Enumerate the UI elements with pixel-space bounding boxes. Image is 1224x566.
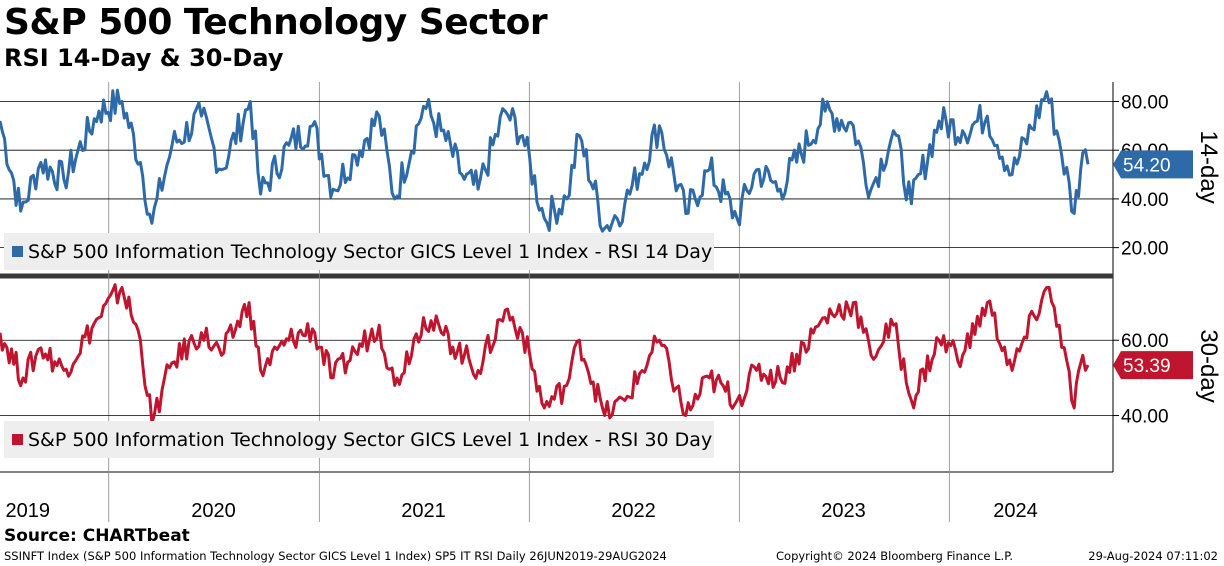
- legend-label: S&P 500 Information Technology Sector GI…: [28, 241, 712, 263]
- legend-label: S&P 500 Information Technology Sector GI…: [28, 429, 712, 451]
- x-tick-label: 2019: [6, 500, 51, 522]
- last-value-badge: [1113, 351, 1193, 380]
- x-tick-label: 2023: [821, 500, 866, 522]
- last-value-label: 53.39: [1123, 356, 1171, 377]
- rsi-30-day-line: [0, 283, 1090, 425]
- axis-title: 14-day: [1195, 130, 1222, 203]
- legend-box: [4, 233, 714, 270]
- rsi-chart: 20.00 40.00 60.00 80.00 54.20 14-day S&P 500 I…: [0, 82, 1222, 522]
- footer-copyright: Copyright© 2024 Bloomberg Finance L.P.: [776, 549, 1013, 563]
- x-tick-label: 2022: [611, 500, 656, 522]
- y-tick-label: 20.00: [1121, 239, 1169, 260]
- x-tick-label: 2020: [191, 500, 236, 522]
- footer-description: SSINFT Index (S&P 500 Information Techno…: [4, 549, 667, 563]
- footer-timestamp: 29-Aug-2024 07:11:02: [1088, 549, 1218, 563]
- source-label: Source: CHARTbeat: [4, 526, 190, 546]
- x-tick-label: 2024: [993, 500, 1038, 522]
- last-value-label: 54.20: [1123, 155, 1171, 176]
- y-tick-label: 60.00: [1121, 331, 1169, 352]
- y-tick-label: 40.00: [1121, 407, 1169, 428]
- legend-box: [4, 421, 714, 458]
- axis-title: 30-day: [1195, 329, 1222, 402]
- chart-subtitle: RSI 14-Day & 30-Day: [4, 44, 284, 72]
- legend-swatch: [12, 246, 23, 257]
- x-tick-label: 2021: [401, 500, 446, 522]
- last-value-badge: [1113, 150, 1193, 179]
- y-tick-label: 80.00: [1121, 92, 1169, 113]
- rsi-14-day-line: [0, 88, 1090, 233]
- legend-swatch: [12, 434, 23, 445]
- y-tick-label: 40.00: [1121, 190, 1169, 211]
- chart-title: S&P 500 Technology Sector: [4, 2, 548, 43]
